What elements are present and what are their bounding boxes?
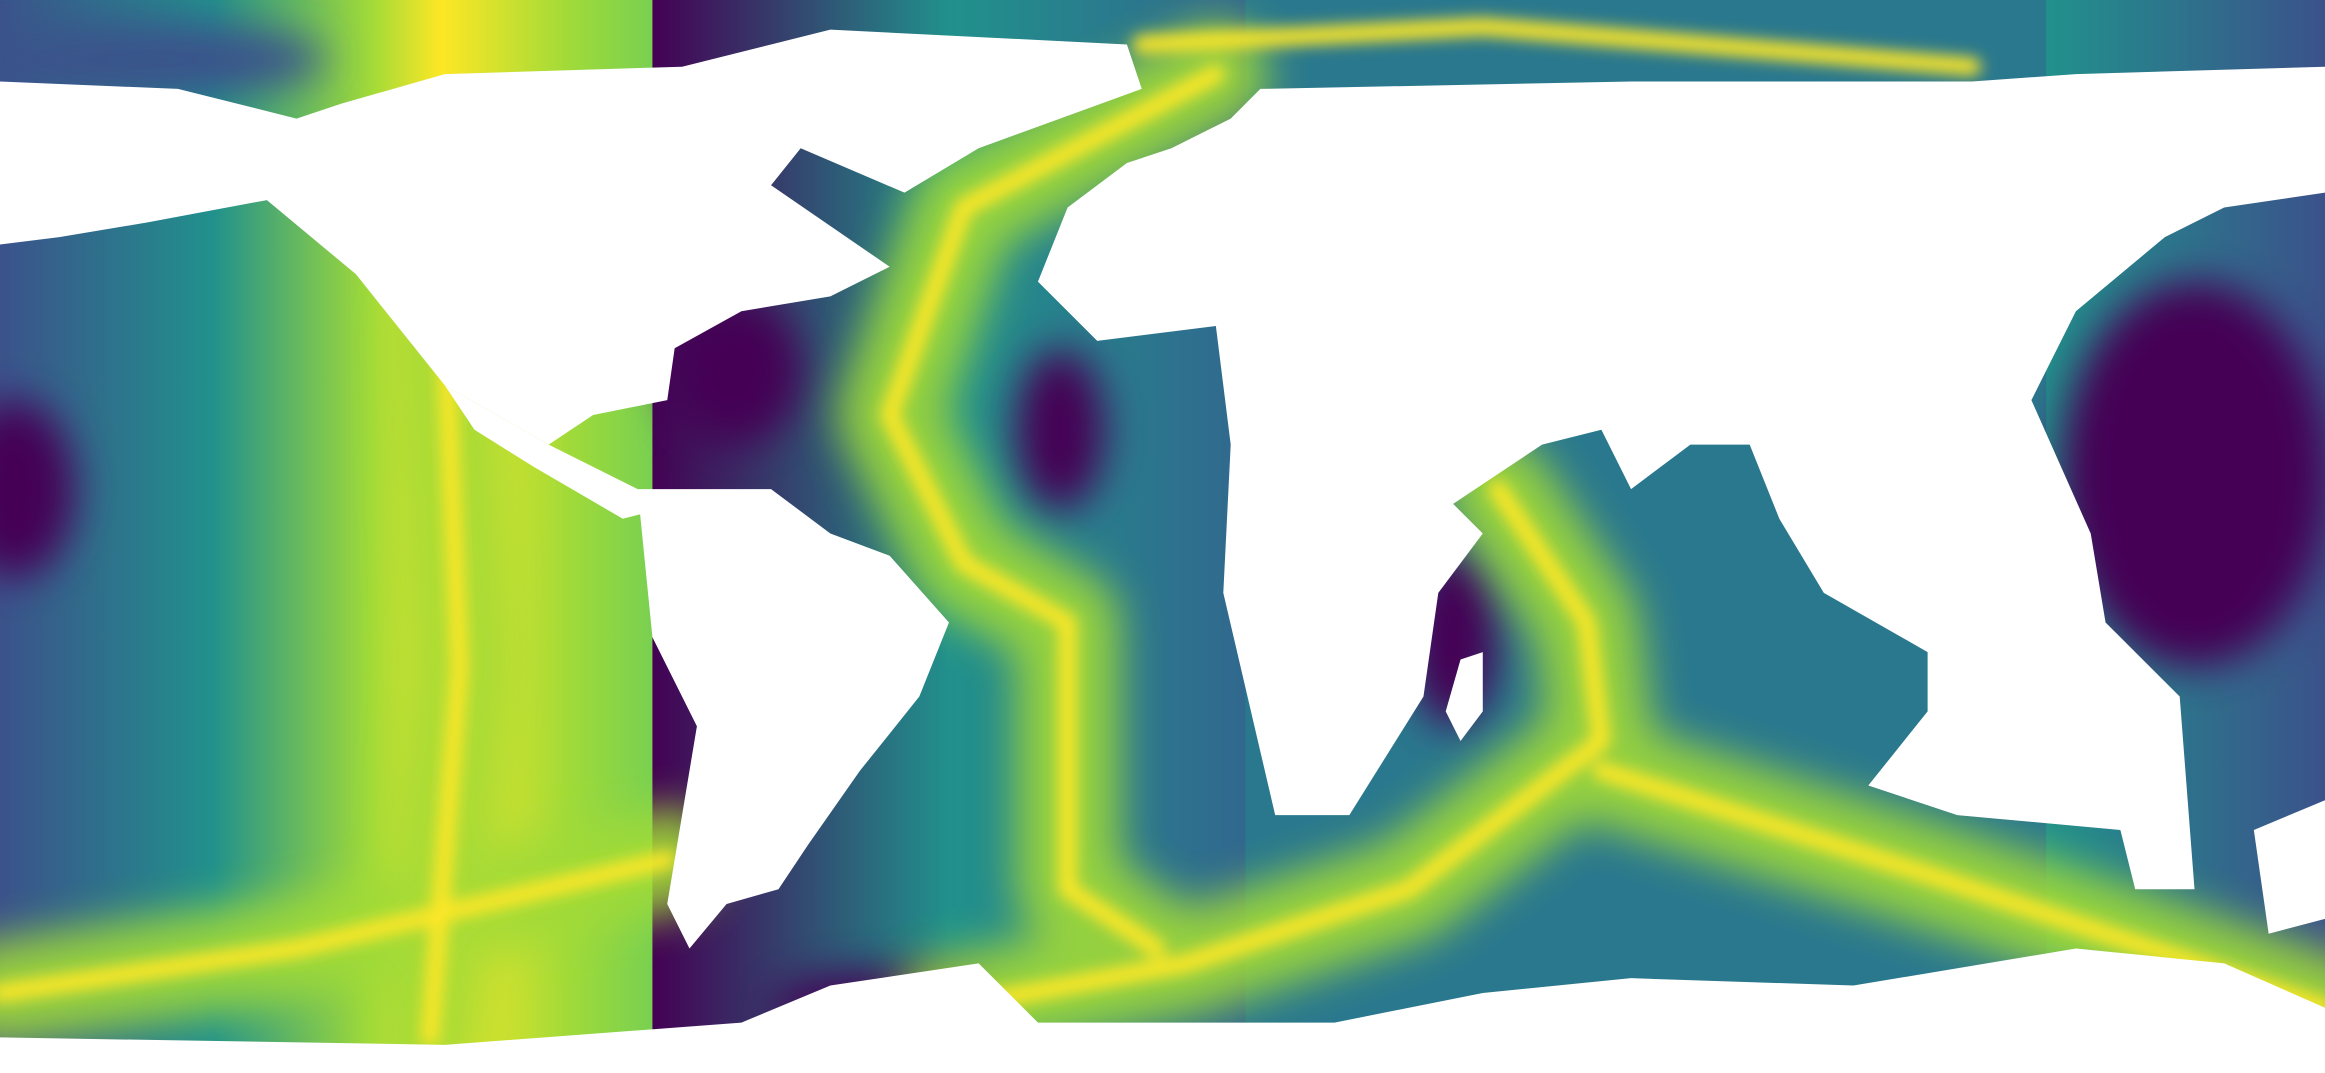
ridge-south-pacific — [0, 850, 677, 1002]
land — [0, 29, 2325, 1073]
north-america — [0, 29, 1142, 445]
old-crust-west-pacific — [2061, 281, 2325, 667]
ridge-arctic — [1132, 17, 1981, 76]
ridge-indian — [940, 480, 1611, 1017]
south-america — [637, 489, 949, 949]
new-zealand — [2253, 800, 2325, 934]
ridge-atlantic — [880, 65, 1225, 958]
madagascar — [1445, 652, 1483, 742]
eurasia-africa — [1037, 66, 2325, 890]
old-crust-pacific — [0, 400, 75, 578]
central-america — [444, 385, 653, 519]
old-crust-arctic — [0, 22, 327, 97]
antarctica — [0, 948, 2325, 1073]
old-crust-africa — [1015, 348, 1105, 512]
